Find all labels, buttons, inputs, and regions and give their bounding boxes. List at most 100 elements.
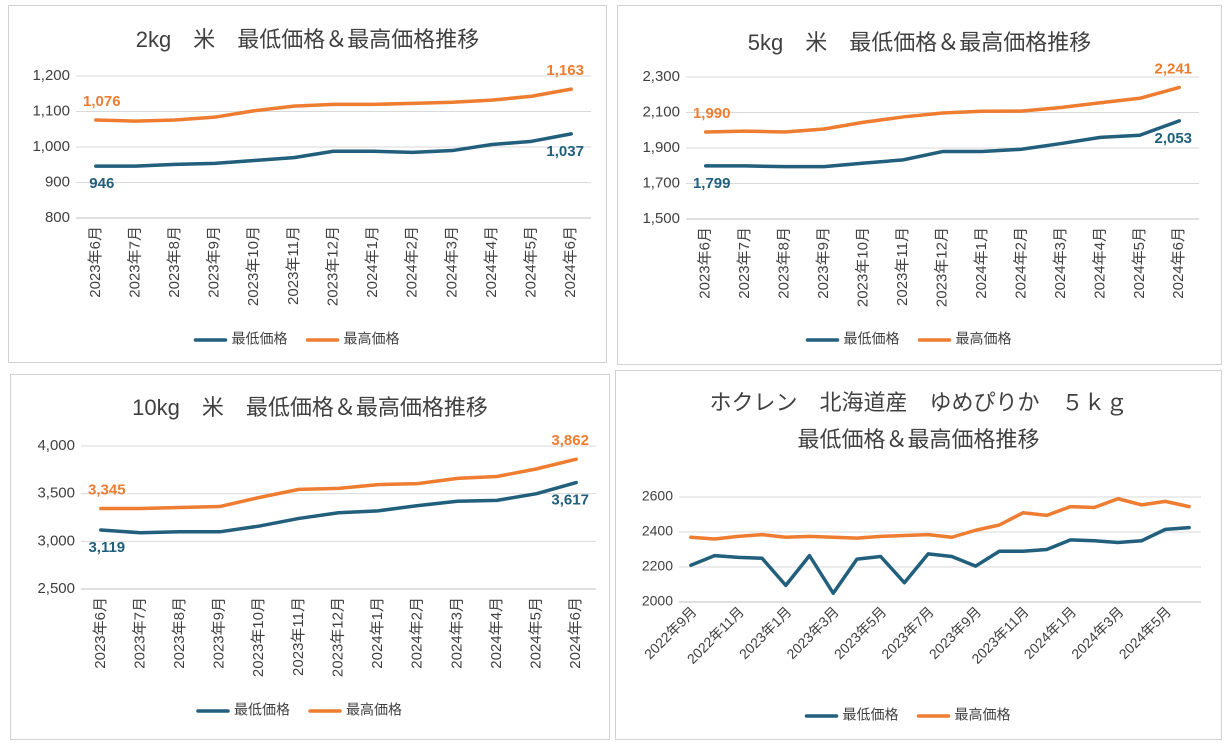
x-tick-label: 2023年7月 bbox=[126, 226, 143, 298]
data-label: 2,053 bbox=[1154, 130, 1192, 147]
data-label: 3,345 bbox=[88, 481, 126, 498]
x-tick-label: 2024年2月 bbox=[409, 597, 426, 669]
series-line bbox=[94, 87, 573, 123]
x-tick-label: 2024年6月 bbox=[562, 226, 579, 298]
data-label: 3,119 bbox=[88, 539, 125, 556]
x-tick-label: 2024年2月 bbox=[1012, 227, 1029, 299]
x-tick-label: 2023年9月 bbox=[206, 226, 223, 298]
x-tick-label: 2023年12月 bbox=[329, 597, 346, 677]
legend-label: 最高価格 bbox=[956, 331, 1012, 347]
data-label: 1,037 bbox=[546, 143, 584, 160]
chart: 10kg 米 最低価格＆最高価格推移 2,500 3,000 3,500 4,000 20… bbox=[37, 395, 596, 718]
x-tick-label: 2024年1月 bbox=[364, 226, 381, 298]
chart-subtitle: 最低価格＆最高価格推移 bbox=[797, 427, 1039, 452]
data-label: 1,990 bbox=[693, 105, 731, 122]
x-tick-label: 2024年4月 bbox=[488, 597, 505, 669]
chart: 2kg 米 最低価格＆最高価格推移 800 900 1,000 1,100 1,200 20… bbox=[32, 27, 591, 347]
x-tick-label: 2024年5月 bbox=[523, 226, 540, 298]
x-tick-label: 2024年4月 bbox=[483, 226, 500, 298]
x-tick-label: 2024年5月 bbox=[1131, 227, 1148, 299]
x-tick-label: 2024年6月 bbox=[567, 597, 584, 669]
x-tick-label: 2023年12月 bbox=[933, 227, 950, 307]
x-tick-label: 2023年11月 bbox=[894, 227, 911, 306]
y-tick-label: 4,000 bbox=[37, 437, 75, 454]
y-tick-label: 1,500 bbox=[642, 210, 680, 227]
chart-title: 5kg 米 最低価格＆最高価格推移 bbox=[748, 30, 1091, 55]
x-tick-label: 2023年9月 bbox=[211, 597, 228, 669]
panel: 10kg 米 最低価格＆最高価格推移 2,500 3,000 3,500 4,000 20… bbox=[10, 374, 610, 740]
series-line bbox=[94, 132, 573, 168]
chart: 5kg 米 最低価格＆最高価格推移 1,500 1,700 1,900 2,100 2,3… bbox=[642, 30, 1199, 347]
x-tick-label: 2023年8月 bbox=[166, 226, 183, 298]
x-tick-label: 2023年10月 bbox=[855, 227, 872, 307]
y-tick-label: 1,700 bbox=[642, 174, 680, 191]
x-tick-label: 2023年8月 bbox=[171, 597, 188, 669]
data-label: 3,617 bbox=[551, 491, 589, 508]
data-label: 946 bbox=[89, 175, 114, 192]
y-tick-label: 1,200 bbox=[32, 67, 70, 84]
x-tick-label: 2023年8月 bbox=[776, 227, 793, 299]
y-tick-label: 2600 bbox=[642, 488, 673, 504]
y-tick-label: 2000 bbox=[642, 593, 673, 609]
x-tick-label: 2023年9月 bbox=[815, 227, 832, 299]
legend-label: 最低価格 bbox=[232, 331, 288, 347]
x-tick-label: 2024年3月 bbox=[443, 226, 460, 298]
legend-label: 最低価格 bbox=[234, 702, 290, 718]
y-tick-label: 900 bbox=[45, 173, 70, 190]
y-tick-label: 2400 bbox=[642, 523, 673, 539]
legend-label: 最高価格 bbox=[344, 331, 400, 347]
y-tick-label: 2200 bbox=[642, 558, 673, 574]
y-tick-label: 1,100 bbox=[32, 102, 70, 119]
series-line bbox=[99, 480, 578, 535]
series-line bbox=[99, 457, 578, 511]
x-tick-label: 2024年4月 bbox=[1091, 227, 1108, 299]
x-tick-label: 2024年5月 bbox=[528, 597, 545, 669]
x-tick-label: 2023年12月 bbox=[324, 226, 341, 306]
series-line bbox=[703, 119, 1182, 169]
legend-label: 最低価格 bbox=[843, 707, 899, 723]
x-tick-label: 2023年11月 bbox=[290, 597, 307, 676]
chart-title: ホクレン 北海道産 ゆめぴりか ５ｋｇ bbox=[709, 390, 1127, 415]
y-tick-label: 3,000 bbox=[37, 532, 75, 549]
y-tick-label: 1,000 bbox=[32, 138, 70, 155]
x-tick-label: 2023年10月 bbox=[245, 226, 262, 306]
x-tick-label: 2024年3月 bbox=[448, 597, 465, 669]
x-tick-label: 2023年7月 bbox=[131, 597, 148, 669]
series-line bbox=[689, 497, 1191, 541]
y-tick-label: 2,300 bbox=[642, 68, 680, 85]
data-label: 3,862 bbox=[551, 432, 589, 449]
y-tick-label: 2,100 bbox=[642, 103, 680, 120]
chart-title: 2kg 米 最低価格＆最高価格推移 bbox=[136, 27, 479, 52]
data-label: 1,799 bbox=[693, 175, 731, 192]
x-tick-label: 2024年5月 bbox=[1116, 603, 1175, 662]
x-tick-label: 2024年1月 bbox=[369, 597, 386, 669]
x-tick-label: 2023年11月 bbox=[285, 226, 302, 305]
x-tick-label: 2024年3月 bbox=[1052, 227, 1069, 299]
data-label: 1,163 bbox=[546, 62, 584, 79]
x-tick-label: 2023年6月 bbox=[92, 597, 109, 669]
legend-label: 最高価格 bbox=[955, 707, 1011, 723]
y-tick-label: 3,500 bbox=[37, 485, 75, 502]
panel: 2kg 米 最低価格＆最高価格推移 800 900 1,000 1,100 1,200 20… bbox=[8, 5, 607, 363]
chart: ホクレン 北海道産 ゆめぴりか ５ｋｇ 最低価格＆最高価格推移 2000 2200 24… bbox=[641, 390, 1201, 723]
data-label: 1,076 bbox=[83, 93, 121, 110]
x-tick-label: 2024年1月 bbox=[973, 227, 990, 299]
x-tick-label: 2023年6月 bbox=[87, 226, 104, 298]
data-label: 2,241 bbox=[1154, 60, 1192, 77]
x-tick-label: 2024年2月 bbox=[404, 226, 421, 298]
legend-label: 最高価格 bbox=[346, 702, 402, 718]
y-tick-label: 800 bbox=[45, 209, 70, 226]
panel: 5kg 米 最低価格＆最高価格推移 1,500 1,700 1,900 2,100 2,3… bbox=[617, 5, 1222, 365]
series-line bbox=[703, 85, 1182, 134]
y-tick-label: 2,500 bbox=[37, 580, 75, 597]
x-tick-label: 2023年7月 bbox=[736, 227, 753, 299]
panel: ホクレン 北海道産 ゆめぴりか ５ｋｇ 最低価格＆最高価格推移 2000 2200 24… bbox=[615, 370, 1222, 740]
series-line bbox=[689, 525, 1191, 595]
x-tick-label: 2023年10月 bbox=[250, 597, 267, 677]
legend-label: 最低価格 bbox=[844, 331, 900, 347]
chart-title: 10kg 米 最低価格＆最高価格推移 bbox=[132, 395, 488, 420]
x-tick-label: 2023年6月 bbox=[697, 227, 714, 299]
y-tick-label: 1,900 bbox=[642, 139, 680, 156]
x-tick-label: 2024年6月 bbox=[1170, 227, 1187, 299]
